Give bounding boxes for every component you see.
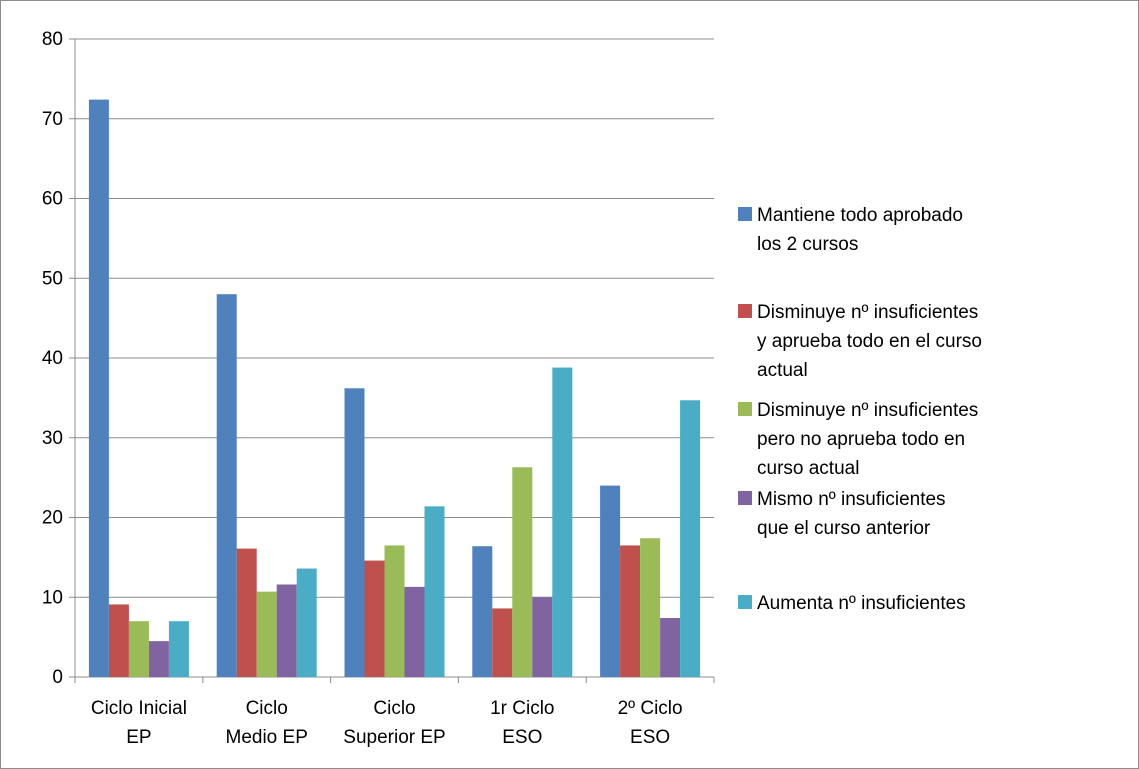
x-category-label: Ciclo Inicial EP [91, 698, 187, 748]
bar [492, 608, 513, 677]
x-category-label-line: ESO [630, 727, 670, 748]
y-tick-label: 80 [42, 29, 63, 50]
legend-swatch [738, 304, 752, 318]
bar [148, 641, 169, 677]
y-tick-label: 30 [42, 428, 63, 449]
bar [404, 586, 425, 677]
legend-entry: Disminuye nº insuficientes y aprueba todo… [738, 302, 982, 381]
legend-entry: Mantiene todo aprobado los 2 cursos [738, 205, 963, 255]
x-category-label-line: Superior EP [343, 727, 445, 748]
x-category-label: Ciclo Superior EP [343, 698, 445, 748]
bar [552, 367, 573, 677]
legend-label: Aumenta nº insuficientes [757, 593, 966, 614]
x-category-label: 2º Ciclo ESO [618, 698, 683, 748]
x-category-label-line: Medio EP [226, 727, 308, 748]
bar [296, 568, 317, 677]
legend-label: Disminuye nº insuficientes pero no aprueb… [757, 400, 978, 479]
legend-label-line: Mismo nº insuficientes [757, 489, 946, 510]
legend-label-line: actual [757, 360, 808, 381]
bar [424, 506, 445, 677]
legend-swatch [738, 207, 752, 221]
legend-label-line: curso actual [757, 458, 859, 479]
bar [660, 617, 681, 677]
legend-entry: Mismo nº insuficientes que el curso anter… [738, 489, 946, 539]
bar [620, 545, 641, 677]
x-category-label-line: Ciclo [373, 698, 415, 719]
legend-label-line: Disminuye nº insuficientes [757, 302, 978, 323]
x-category-label-line: 1r Ciclo [490, 698, 554, 719]
x-category-label-line: 2º Ciclo [618, 698, 683, 719]
bar [640, 538, 661, 677]
x-category-labels: Ciclo Inicial EP Ciclo Medio EP Ciclo Superio… [91, 698, 683, 748]
x-category-label: Ciclo Medio EP [226, 698, 308, 748]
bar [216, 294, 237, 677]
y-tick-label: 0 [52, 667, 63, 688]
bar [472, 546, 493, 677]
bar [532, 597, 553, 677]
y-tick-label: 20 [42, 508, 63, 529]
legend-swatch [738, 595, 752, 609]
x-category-label-line: Ciclo Inicial [91, 698, 187, 719]
y-tick-label: 10 [42, 587, 63, 608]
bar [108, 604, 129, 677]
bar [168, 621, 189, 677]
x-category-label-line: Ciclo [246, 698, 288, 719]
y-tick-label: 70 [42, 109, 63, 130]
legend-label-line: y aprueba todo en el curso [757, 331, 982, 352]
bars [88, 99, 701, 678]
bar [680, 400, 701, 677]
bar [276, 584, 297, 677]
x-category-label-line: EP [126, 727, 151, 748]
legend-label-line: que el curso anterior [757, 518, 931, 539]
legend-entry: Disminuye nº insuficientes pero no aprueb… [738, 400, 978, 479]
legend-label-line: pero no aprueba todo en [757, 429, 965, 450]
legend-label-line: Mantiene todo aprobado [757, 205, 963, 226]
legend-label-line: Disminuye nº insuficientes [757, 400, 978, 421]
bar [236, 548, 257, 677]
bar [88, 99, 109, 678]
x-category-label-line: ESO [502, 727, 542, 748]
bar [600, 485, 621, 677]
y-tick-label: 50 [42, 268, 63, 289]
legend-label-line: Aumenta nº insuficientes [757, 593, 966, 614]
bar [384, 545, 405, 677]
legend-label: Mantiene todo aprobado los 2 cursos [757, 205, 963, 255]
legend-swatch [738, 491, 752, 505]
y-tick-label: 60 [42, 189, 63, 210]
legend: Mantiene todo aprobado los 2 cursos Dismin… [738, 205, 982, 614]
legend-label-line: los 2 cursos [757, 234, 858, 255]
legend-entry: Aumenta nº insuficientes [738, 593, 966, 614]
x-category-label: 1r Ciclo ESO [490, 698, 554, 748]
gridlines [75, 38, 714, 598]
legend-swatch [738, 402, 752, 416]
legend-label: Mismo nº insuficientes que el curso anter… [757, 489, 946, 539]
legend-label: Disminuye nº insuficientes y aprueba todo… [757, 302, 982, 381]
bar [364, 560, 385, 677]
y-tick-labels: 0 10 20 30 40 50 60 70 80 [42, 29, 63, 688]
bar [344, 388, 365, 677]
bar [128, 621, 149, 677]
y-tick-label: 40 [42, 348, 63, 369]
bar [256, 591, 277, 677]
bar [512, 467, 533, 677]
